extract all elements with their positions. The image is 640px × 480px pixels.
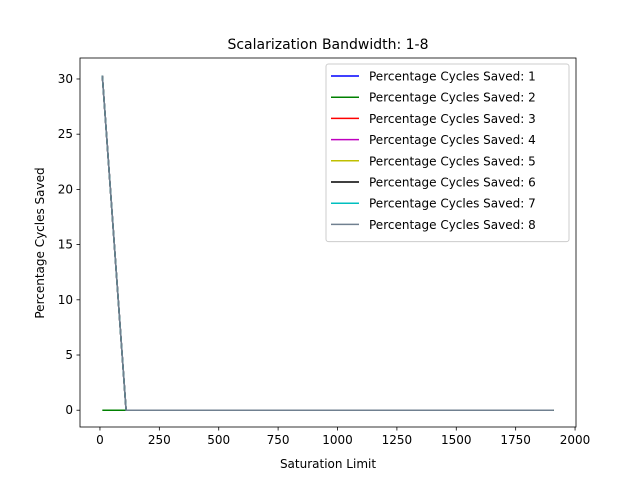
y-tick-label-5: 5 (65, 348, 73, 362)
legend-label-8: Percentage Cycles Saved: 8 (369, 218, 536, 232)
y-axis-label: Percentage Cycles Saved (33, 167, 47, 318)
series-layer (101, 75, 554, 411)
x-tick-label-1750: 1750 (500, 433, 531, 447)
x-tick-label-1500: 1500 (441, 433, 472, 447)
x-tick-label-2000: 2000 (560, 433, 591, 447)
x-tick-label-750: 750 (267, 433, 290, 447)
x-tick-label-1250: 1250 (382, 433, 413, 447)
y-tick-label-15: 15 (58, 238, 73, 252)
legend-label-5: Percentage Cycles Saved: 5 (369, 154, 536, 168)
legend-label-1: Percentage Cycles Saved: 1 (369, 70, 536, 84)
y-tick-label-10: 10 (58, 293, 73, 307)
chart-title: Scalarization Bandwidth: 1-8 (227, 37, 428, 53)
legend-label-2: Percentage Cycles Saved: 2 (369, 91, 536, 105)
x-tick-label-1000: 1000 (322, 433, 353, 447)
legend-label-4: Percentage Cycles Saved: 4 (369, 133, 536, 147)
legend-label-7: Percentage Cycles Saved: 7 (369, 197, 536, 211)
x-tick-label-500: 500 (207, 433, 230, 447)
y-tick-label-20: 20 (58, 182, 73, 196)
series-line-8 (101, 75, 554, 411)
axes-layer: 0 250 500 750 1000 1250 1500 1750 2000 0 5 10 15 20 25… (58, 57, 591, 447)
legend-label-6: Percentage Cycles Saved: 6 (369, 176, 536, 190)
x-axis-label: Saturation Limit (280, 457, 376, 471)
y-tick-label-0: 0 (65, 403, 73, 417)
y-tick-label-25: 25 (58, 127, 73, 141)
legend-box (325, 63, 570, 243)
x-tick-label-0: 0 (96, 433, 104, 447)
axes-frame (79, 57, 577, 428)
legend: Percentage Cycles Saved: 1 Percentage Cyc… (325, 63, 570, 243)
x-tick-label-250: 250 (148, 433, 171, 447)
legend-label-3: Percentage Cycles Saved: 3 (369, 112, 536, 126)
y-tick-label-30: 30 (58, 72, 73, 86)
